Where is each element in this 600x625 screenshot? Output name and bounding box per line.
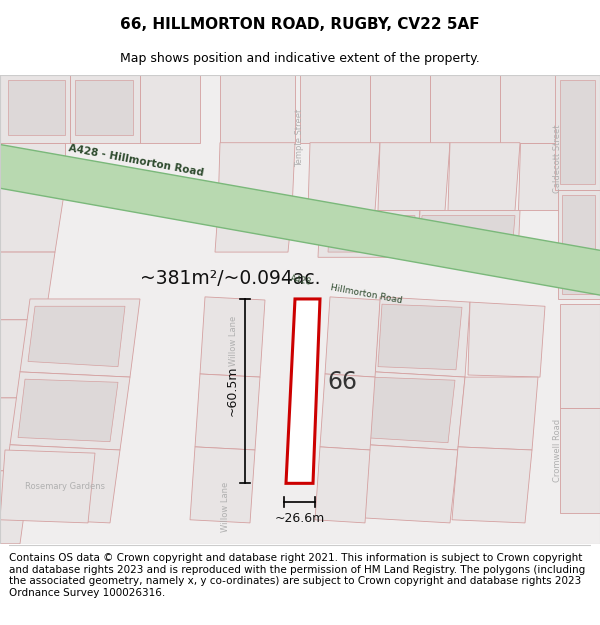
Text: Caldecott Street: Caldecott Street	[553, 124, 562, 192]
Text: Rosemary Gardens: Rosemary Gardens	[25, 482, 105, 491]
Polygon shape	[0, 398, 40, 471]
Polygon shape	[0, 142, 65, 188]
Polygon shape	[286, 299, 320, 483]
Polygon shape	[518, 142, 590, 211]
Polygon shape	[420, 216, 515, 252]
Polygon shape	[328, 216, 415, 252]
Polygon shape	[325, 297, 380, 377]
Polygon shape	[560, 75, 600, 142]
Polygon shape	[0, 450, 95, 523]
Polygon shape	[555, 75, 600, 189]
Polygon shape	[0, 75, 70, 142]
Text: ~26.6m: ~26.6m	[274, 512, 325, 525]
Polygon shape	[70, 75, 140, 142]
Polygon shape	[368, 372, 465, 450]
Polygon shape	[0, 188, 65, 252]
Text: 66: 66	[327, 370, 357, 394]
Polygon shape	[20, 299, 140, 377]
Text: Willow Lane: Willow Lane	[221, 482, 229, 532]
Polygon shape	[378, 142, 450, 211]
Text: A428: A428	[290, 274, 313, 287]
Text: 66, HILLMORTON ROAD, RUGBY, CV22 5AF: 66, HILLMORTON ROAD, RUGBY, CV22 5AF	[120, 17, 480, 32]
Polygon shape	[560, 304, 600, 408]
Polygon shape	[190, 447, 255, 523]
Polygon shape	[370, 75, 430, 142]
Polygon shape	[418, 211, 520, 258]
Polygon shape	[378, 304, 462, 370]
Polygon shape	[558, 189, 600, 299]
Polygon shape	[200, 297, 265, 377]
Polygon shape	[362, 377, 455, 442]
Text: Temple Street: Temple Street	[296, 108, 305, 167]
Polygon shape	[430, 75, 500, 142]
Polygon shape	[215, 211, 292, 252]
Text: ~381m²/~0.094ac.: ~381m²/~0.094ac.	[140, 269, 320, 288]
Polygon shape	[0, 445, 120, 523]
Text: Contains OS data © Crown copyright and database right 2021. This information is : Contains OS data © Crown copyright and d…	[9, 553, 585, 598]
Polygon shape	[0, 471, 30, 544]
Polygon shape	[560, 408, 600, 512]
Text: Map shows position and indicative extent of the property.: Map shows position and indicative extent…	[120, 52, 480, 65]
Polygon shape	[75, 80, 133, 136]
Polygon shape	[315, 447, 370, 523]
Polygon shape	[140, 75, 200, 142]
Polygon shape	[448, 142, 520, 211]
Polygon shape	[8, 80, 65, 136]
Polygon shape	[0, 320, 50, 398]
Polygon shape	[360, 445, 458, 523]
Polygon shape	[220, 75, 295, 142]
Polygon shape	[18, 379, 118, 442]
Polygon shape	[10, 372, 130, 450]
Polygon shape	[452, 447, 532, 523]
Polygon shape	[195, 374, 260, 450]
Polygon shape	[560, 80, 595, 184]
Polygon shape	[28, 306, 125, 367]
Polygon shape	[300, 75, 370, 142]
Polygon shape	[458, 377, 538, 450]
Polygon shape	[0, 142, 600, 297]
Polygon shape	[320, 374, 375, 450]
Polygon shape	[500, 75, 560, 142]
Polygon shape	[218, 142, 295, 211]
Polygon shape	[0, 252, 55, 320]
Text: A428 - Hillmorton Road: A428 - Hillmorton Road	[68, 143, 205, 178]
Polygon shape	[318, 211, 420, 258]
Polygon shape	[468, 302, 545, 377]
Text: Cromwell Road: Cromwell Road	[553, 419, 562, 481]
Polygon shape	[375, 297, 470, 377]
Polygon shape	[308, 142, 380, 211]
Text: ~60.5m: ~60.5m	[226, 366, 239, 416]
Text: Willow Lane: Willow Lane	[229, 316, 238, 366]
Polygon shape	[562, 195, 595, 294]
Text: Hillmorton Road: Hillmorton Road	[330, 282, 403, 305]
